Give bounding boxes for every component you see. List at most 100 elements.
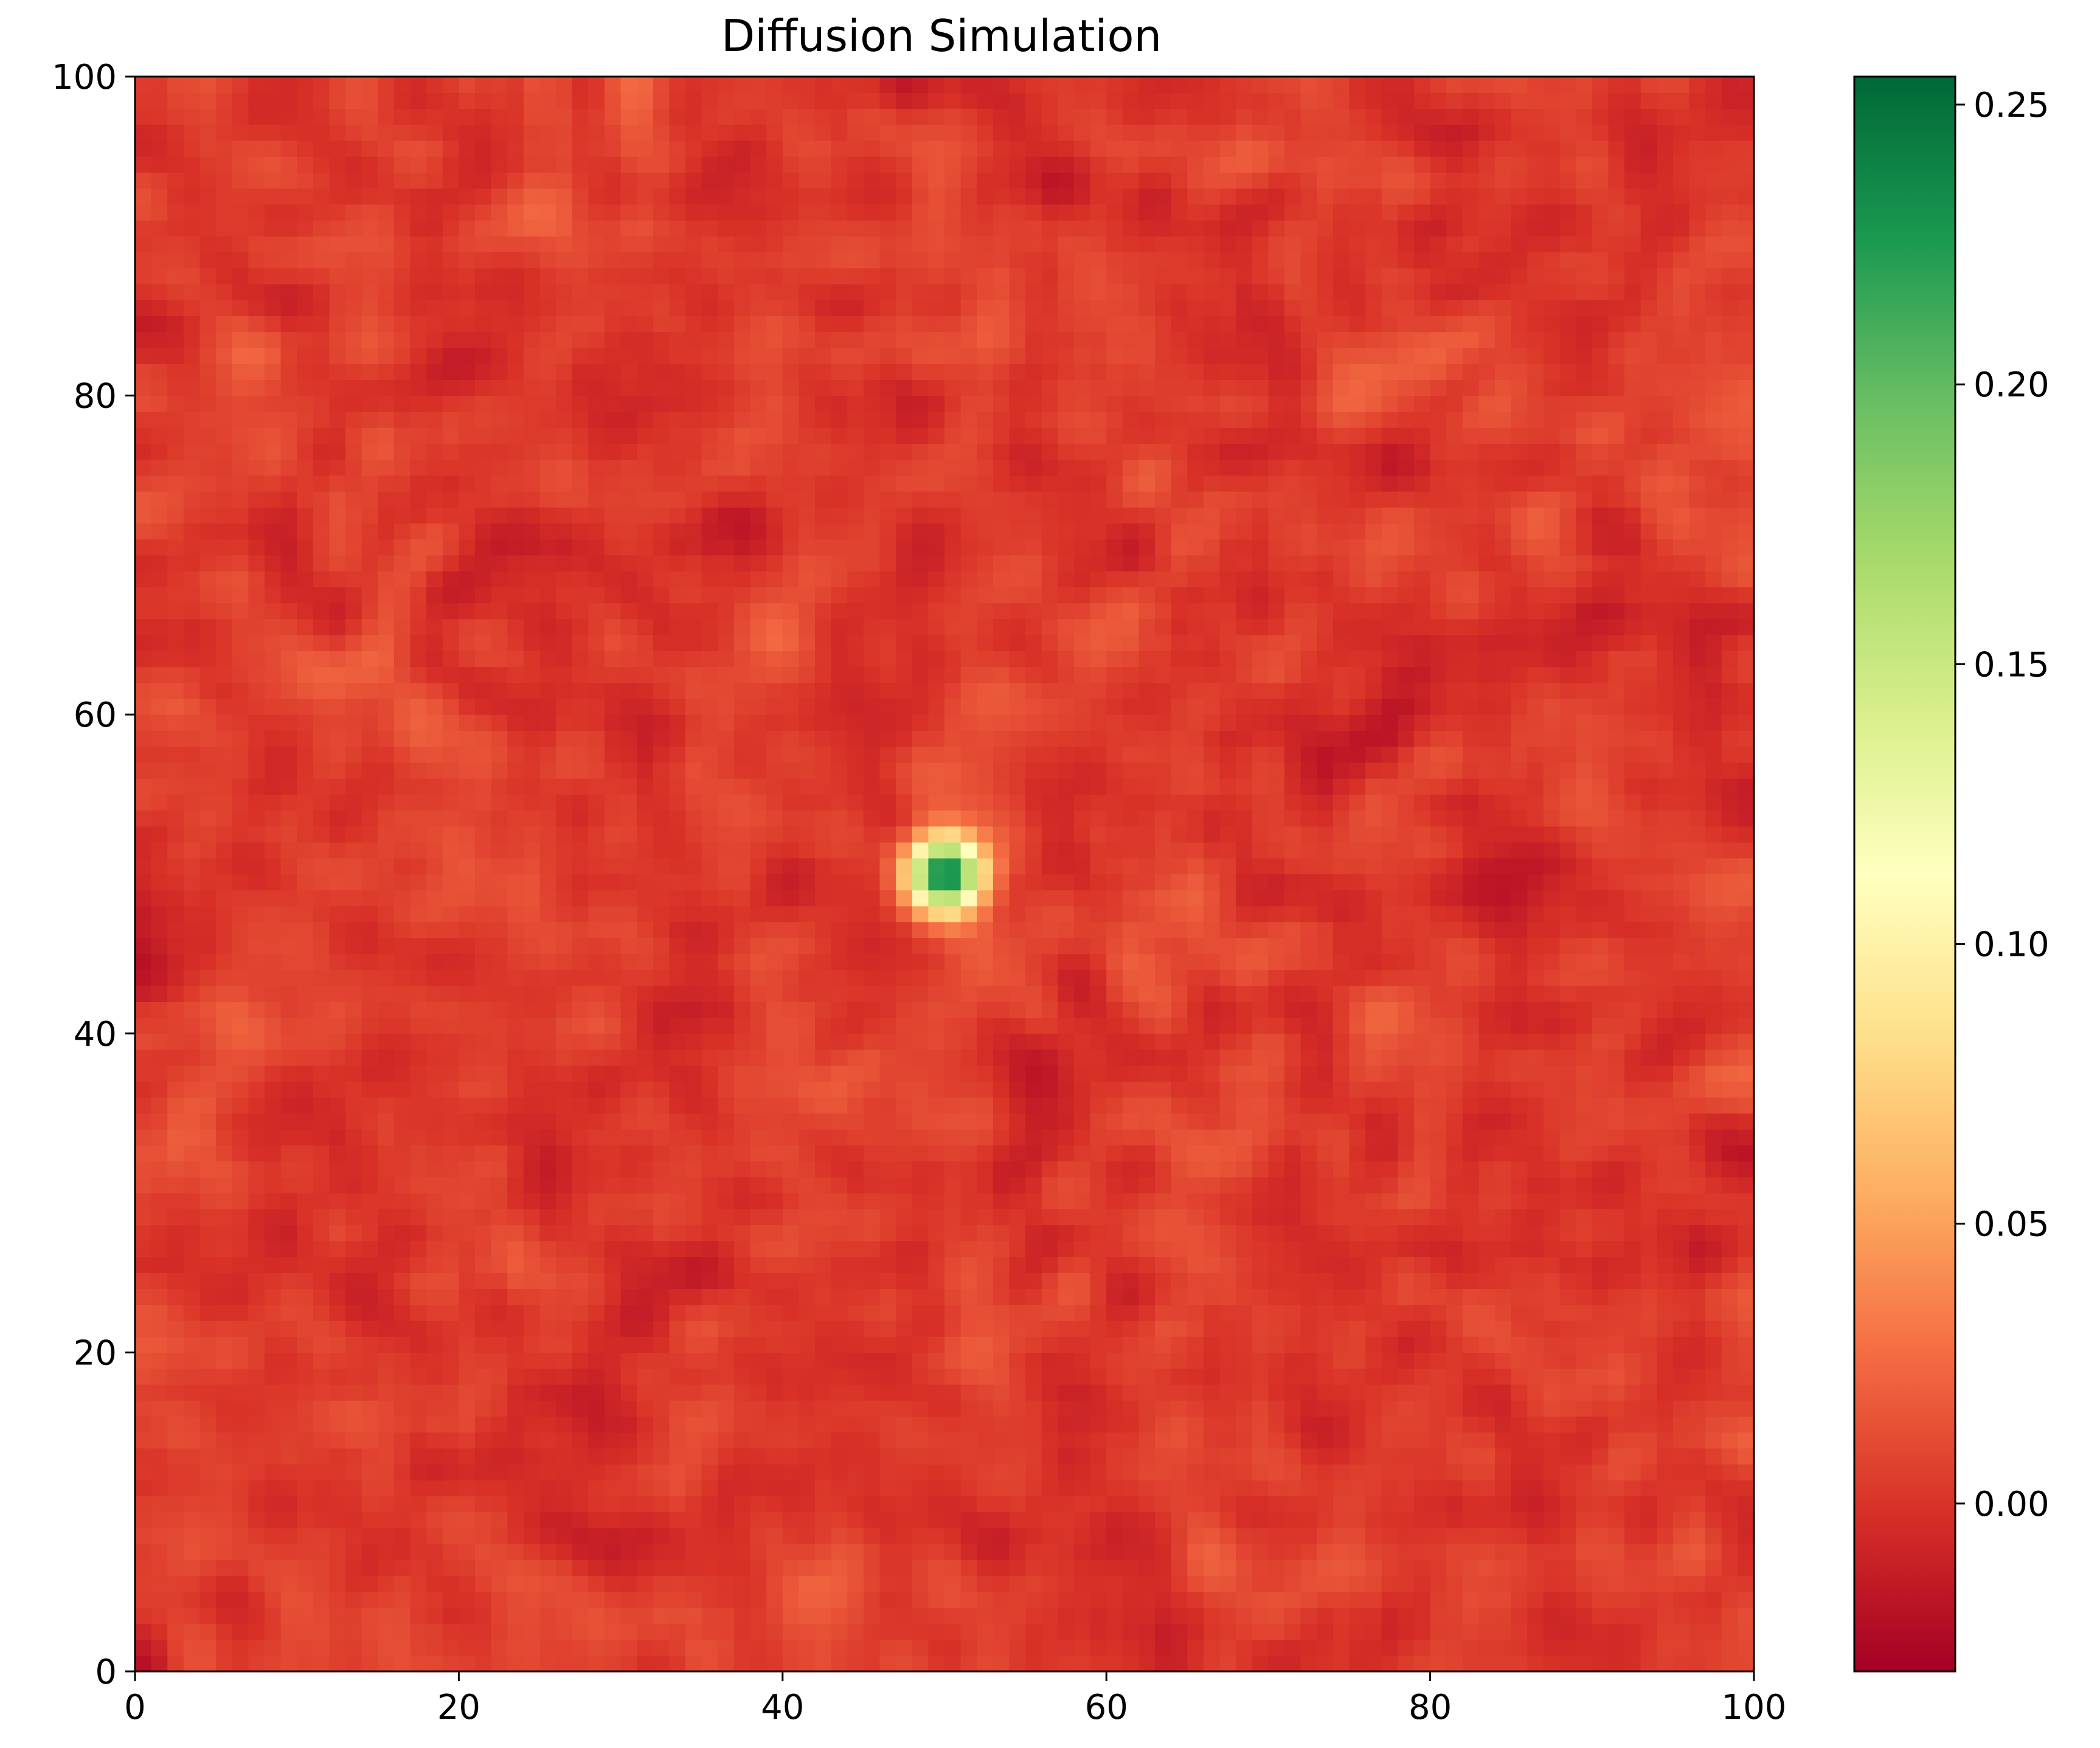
heatmap-cell	[604, 1448, 622, 1465]
heatmap-cell	[1365, 1001, 1382, 1018]
heatmap-cell	[1025, 1511, 1042, 1529]
heatmap-cell	[1592, 1001, 1609, 1018]
heatmap-cell	[459, 1129, 476, 1146]
heatmap-cell	[604, 953, 622, 970]
heatmap-cell	[1559, 1081, 1576, 1098]
heatmap-cell	[1624, 1575, 1641, 1592]
heatmap-cell	[1332, 1081, 1350, 1098]
heatmap-cell	[831, 1575, 848, 1592]
heatmap-cell	[556, 1257, 573, 1273]
heatmap-cell	[1398, 1176, 1415, 1194]
heatmap-cell	[1317, 1623, 1334, 1640]
heatmap-cell	[378, 986, 395, 1002]
heatmap-cell	[539, 1623, 556, 1640]
heatmap-cell	[1446, 938, 1463, 955]
heatmap-cell	[167, 1320, 184, 1337]
heatmap-cell	[1430, 1400, 1447, 1417]
heatmap-cell	[1495, 1081, 1512, 1098]
heatmap-cell	[248, 1225, 265, 1242]
heatmap-cell	[701, 1511, 718, 1529]
heatmap-cell	[572, 922, 589, 939]
heatmap-cell	[151, 1320, 168, 1337]
heatmap-cell	[297, 1209, 314, 1226]
heatmap-cell	[1349, 1336, 1366, 1353]
heatmap-cell	[766, 1081, 783, 1098]
heatmap-cell	[167, 1591, 184, 1608]
heatmap-cell	[1009, 1161, 1026, 1178]
heatmap-cell	[199, 1288, 217, 1305]
heatmap-cell	[1009, 1575, 1026, 1592]
heatmap-cell	[1430, 1480, 1447, 1497]
heatmap-cell	[1511, 1496, 1528, 1513]
heatmap-cell	[345, 1416, 362, 1433]
heatmap-cell	[977, 1591, 994, 1608]
heatmap-cell	[1543, 1081, 1561, 1098]
heatmap-cell	[1381, 1097, 1398, 1114]
heatmap-cell	[685, 1049, 702, 1066]
heatmap-cell	[993, 1193, 1010, 1209]
heatmap-cell	[620, 1113, 637, 1130]
heatmap-cell	[944, 890, 962, 907]
heatmap-cell	[896, 1336, 913, 1353]
heatmap-cell	[1495, 1145, 1512, 1162]
heatmap-cell	[1058, 1113, 1075, 1130]
heatmap-cell	[442, 1145, 459, 1162]
heatmap-cell	[1284, 890, 1301, 907]
heatmap-cell	[588, 1240, 605, 1257]
heatmap-cell	[1738, 1560, 1755, 1577]
heatmap-cell	[1495, 874, 1512, 891]
heatmap-cell	[1073, 1081, 1091, 1098]
heatmap-cell	[572, 953, 589, 970]
heatmap-cell	[1543, 1575, 1561, 1592]
heatmap-cell	[410, 1336, 427, 1353]
heatmap-cell	[1543, 953, 1561, 970]
heatmap-cell	[847, 1288, 864, 1305]
heatmap-cell	[863, 1033, 881, 1050]
heatmap-cell	[426, 1097, 443, 1114]
heatmap-cell	[879, 1225, 896, 1242]
heatmap-cell	[378, 922, 395, 939]
heatmap-cell	[1672, 1017, 1690, 1034]
heatmap-cell	[410, 905, 427, 922]
heatmap-cell	[637, 1193, 654, 1209]
heatmap-cell	[1171, 1352, 1188, 1369]
heatmap-cell	[604, 1209, 622, 1226]
heatmap-cell	[1738, 1448, 1755, 1465]
heatmap-cell	[1559, 1017, 1576, 1034]
heatmap-cell	[718, 905, 735, 922]
heatmap-cell	[733, 1368, 751, 1385]
heatmap-cell	[815, 1097, 832, 1114]
heatmap-cell	[1106, 1017, 1123, 1034]
heatmap-cell	[863, 1511, 881, 1529]
heatmap-cell	[1705, 1097, 1722, 1114]
heatmap-cell	[1705, 1113, 1722, 1130]
heatmap-cell	[718, 1336, 735, 1353]
heatmap-cell	[1268, 1655, 1285, 1672]
heatmap-cell	[1413, 1368, 1431, 1385]
heatmap-cell	[1252, 1464, 1269, 1480]
heatmap-cell	[183, 1097, 201, 1114]
heatmap-cell	[782, 1193, 800, 1209]
heatmap-cell	[264, 1240, 282, 1257]
heatmap-cell	[766, 1049, 783, 1066]
heatmap-cell	[928, 1416, 945, 1433]
heatmap-cell	[264, 1496, 282, 1513]
heatmap-cell	[1300, 1097, 1317, 1114]
heatmap-cell	[1705, 1527, 1722, 1544]
heatmap-cell	[1721, 969, 1738, 986]
heatmap-cell	[491, 1017, 508, 1034]
heatmap-cell	[1413, 1129, 1431, 1146]
heatmap-cell	[442, 1193, 459, 1209]
heatmap-cell	[1138, 1240, 1156, 1257]
heatmap-cell	[491, 938, 508, 955]
heatmap-cell	[297, 1225, 314, 1242]
heatmap-cell	[329, 1081, 346, 1098]
heatmap-cell	[1284, 1161, 1301, 1178]
heatmap-cell	[928, 1193, 945, 1209]
heatmap-cell	[718, 1639, 735, 1656]
heatmap-cell	[556, 1384, 573, 1401]
heatmap-cell	[393, 1161, 411, 1178]
heatmap-cell	[879, 905, 896, 922]
heatmap-cell	[280, 1176, 297, 1194]
heatmap-cell	[393, 1193, 411, 1209]
